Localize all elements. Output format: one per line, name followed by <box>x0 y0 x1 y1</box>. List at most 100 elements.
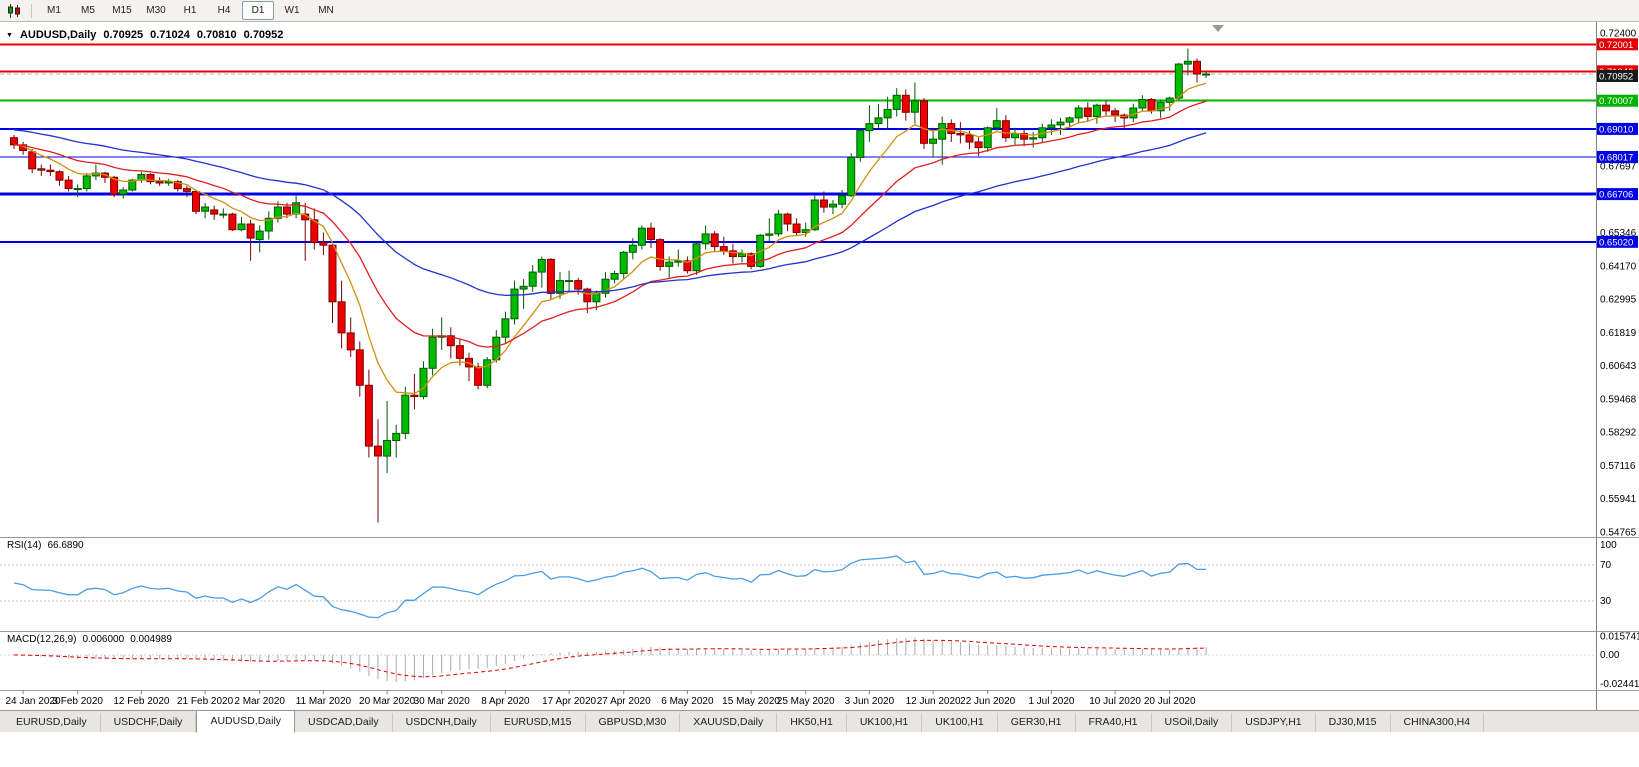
ohlc-high: 0.71024 <box>150 29 190 41</box>
date-label: 27 Apr 2020 <box>597 696 651 707</box>
svg-text:30: 30 <box>1600 596 1612 607</box>
chart-tab-eurusd-m15[interactable]: EURUSD,M15 <box>491 713 586 732</box>
macd-value-main: 0.006000 <box>82 634 125 645</box>
timeframe-button-w1[interactable]: W1 <box>284 5 300 16</box>
date-label: 8 Apr 2020 <box>481 696 530 707</box>
svg-text:0.72400: 0.72400 <box>1600 29 1637 40</box>
chart-menu-arrow-icon[interactable]: ▼ <box>6 31 13 39</box>
timeframe-button-m15[interactable]: M15 <box>112 5 132 16</box>
macd-value-signal: 0.004989 <box>130 634 172 645</box>
date-label: 3 Feb 2020 <box>52 696 103 707</box>
svg-text:0.60643: 0.60643 <box>1600 361 1637 372</box>
date-label: 12 Jun 2020 <box>906 696 961 707</box>
chart-tab-audusd-daily[interactable]: AUDUSD,Daily <box>196 710 296 733</box>
chart-tab-fra40-h1[interactable]: FRA40,H1 <box>1076 713 1152 732</box>
macd-name: MACD(12,26,9) <box>7 634 77 645</box>
ma-mid-line <box>13 100 1207 348</box>
svg-text:0.55941: 0.55941 <box>1600 494 1637 505</box>
svg-text:0.66706: 0.66706 <box>1599 190 1633 201</box>
svg-text:0.64170: 0.64170 <box>1600 261 1637 272</box>
date-label: 2 Mar 2020 <box>234 696 285 707</box>
macd-panel-label: MACD(12,26,9) 0.006000 0.004989 <box>7 634 172 645</box>
chart-tabbar: EURUSD,Daily USDCHF,Daily AUDUSD,Daily USDC… <box>0 710 1639 733</box>
timeframe-button-m5[interactable]: M5 <box>81 5 95 16</box>
chart-title: ▼ AUDUSD,Daily 0.70925 0.71024 0.70810 0… <box>6 29 283 41</box>
chart-tab-uk100-h1[interactable]: UK100,H1 <box>847 713 923 732</box>
date-label: 3 Jun 2020 <box>845 696 895 707</box>
date-label: 20 Jul 2020 <box>1144 696 1196 707</box>
chart-tab-usdjpy-h1[interactable]: USDJPY,H1 <box>1232 713 1316 732</box>
svg-text:0.65346: 0.65346 <box>1600 228 1637 239</box>
svg-text:0.61819: 0.61819 <box>1600 328 1637 339</box>
rsi-line <box>13 555 1207 619</box>
chart-tab-china300-h4[interactable]: CHINA300,H4 <box>1391 713 1485 732</box>
svg-text:0.00: 0.00 <box>1600 650 1620 661</box>
svg-text:0.68017: 0.68017 <box>1599 153 1633 164</box>
chart-tab-usoil-daily[interactable]: USOil,Daily <box>1152 713 1233 732</box>
rsi-panel-label: RSI(14) 66.6890 <box>7 540 84 551</box>
date-label: 12 Feb 2020 <box>113 696 170 707</box>
svg-text:0.65020: 0.65020 <box>1599 237 1633 248</box>
toolbar: M1 M5 M15 M30 H1 H4 D1 W1 MN <box>0 0 1639 22</box>
date-label: 11 Mar 2020 <box>296 696 352 707</box>
timeframe-button-h1[interactable]: H1 <box>183 5 197 16</box>
chart-tab-gbpusd-m30[interactable]: GBPUSD,M30 <box>586 713 681 732</box>
rsi-name: RSI(14) <box>7 540 42 551</box>
svg-text:100: 100 <box>1600 540 1617 551</box>
candlestick-chart-icon[interactable] <box>4 2 26 20</box>
svg-text:0.72001: 0.72001 <box>1599 40 1633 51</box>
toolbar-separator <box>31 3 32 18</box>
svg-text:0.70007: 0.70007 <box>1599 96 1633 107</box>
date-label: 15 May 2020 <box>722 696 780 707</box>
svg-text:0.58292: 0.58292 <box>1600 428 1637 439</box>
rsi-value: 66.6890 <box>47 540 84 551</box>
date-label: 17 Apr 2020 <box>542 696 596 707</box>
price-badge-0.70007: 0.70007 <box>1597 94 1638 107</box>
chart-tab-hk50-h1[interactable]: HK50,H1 <box>777 713 847 732</box>
chart-tab-eurusd-daily[interactable]: EURUSD,Daily <box>3 713 101 732</box>
price-badge-0.65020: 0.65020 <box>1597 235 1638 248</box>
rsi-axis-labels: 100 70 30 <box>1600 540 1617 607</box>
timeframe-button-mn[interactable]: MN <box>318 5 334 16</box>
macd-signal-line <box>13 639 1207 678</box>
svg-text:70: 70 <box>1600 560 1612 571</box>
svg-text:0.70952: 0.70952 <box>1599 72 1633 83</box>
date-label: 20 Mar 2020 <box>359 696 416 707</box>
chart-tab-usdcad-daily[interactable]: USDCAD,Daily <box>295 713 393 732</box>
timeframe-button-m1[interactable]: M1 <box>47 5 61 16</box>
ma-fast-line <box>13 82 1207 395</box>
macd-histogram <box>22 637 1207 683</box>
timeframe-buttons: M1 M5 M15 M30 H1 H4 D1 W1 MN <box>37 1 343 20</box>
candlestick-chart-glyph <box>8 3 20 18</box>
chart-tab-usdcnh-daily[interactable]: USDCNH,Daily <box>393 713 491 732</box>
timeframe-button-d1[interactable]: D1 <box>242 1 274 20</box>
svg-text:0.62995: 0.62995 <box>1600 295 1637 306</box>
chart-tab-ger30-h1[interactable]: GER30,H1 <box>998 713 1076 732</box>
date-label: 30 Mar 2020 <box>414 696 471 707</box>
date-label: 6 May 2020 <box>661 696 714 707</box>
bid-price-badge: 0.70952 <box>1597 70 1638 83</box>
chart-canvas[interactable]: 0.72400 0.67697 0.65346 0.64170 0.62995 0.618… <box>0 22 1639 710</box>
price-badge-0.72001: 0.72001 <box>1597 38 1638 51</box>
ohlc-open: 0.70925 <box>103 29 144 41</box>
chart-shift-marker <box>1212 25 1224 32</box>
svg-text:0.69010: 0.69010 <box>1599 124 1633 135</box>
price-axis-ticks: 0.72400 0.67697 0.65346 0.64170 0.62995 0.618… <box>1600 29 1637 539</box>
date-label: 24 Jan 2020 <box>5 696 60 707</box>
chart-tab-usdchf-daily[interactable]: USDCHF,Daily <box>101 713 197 732</box>
date-label: 1 Jul 2020 <box>1028 696 1075 707</box>
svg-text:0.015741: 0.015741 <box>1600 631 1639 642</box>
timeframe-button-m30[interactable]: M30 <box>146 5 166 16</box>
price-badge-0.66706: 0.66706 <box>1597 188 1638 201</box>
chart-tab-dj30-m15[interactable]: DJ30,M15 <box>1316 713 1391 732</box>
chart-tab-xauusd-daily[interactable]: XAUUSD,Daily <box>680 713 778 732</box>
timeframe-button-h4[interactable]: H4 <box>217 5 231 16</box>
chart-tab-uk100-h1[interactable]: UK100,H1 <box>922 713 998 732</box>
date-label: 21 Feb 2020 <box>177 696 234 707</box>
date-label: 10 Jul 2020 <box>1089 696 1141 707</box>
date-label: 22 Jun 2020 <box>960 696 1015 707</box>
svg-text:0.57116: 0.57116 <box>1600 461 1636 472</box>
